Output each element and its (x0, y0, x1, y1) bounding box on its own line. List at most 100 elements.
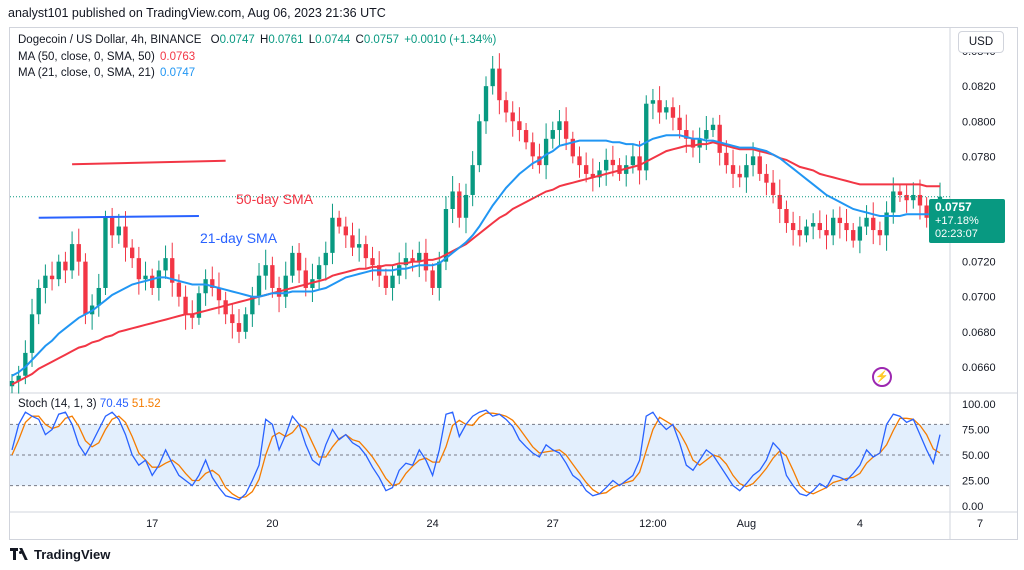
candle-body (764, 173, 769, 183)
candle-body (256, 275, 262, 297)
time-tick-label-0: 17 (146, 518, 158, 530)
candle-body (597, 170, 602, 178)
candle-body (417, 252, 422, 262)
candle-body (330, 217, 335, 253)
candle-body (116, 226, 121, 236)
candle-body (770, 182, 776, 195)
candle-body (230, 314, 235, 324)
candle-body (403, 258, 409, 266)
candle-body (250, 296, 255, 315)
stoch-tick-label-3: 25.00 (962, 476, 990, 488)
candle-body (877, 230, 883, 236)
candle-body (750, 156, 756, 166)
candle-body (423, 252, 429, 271)
candle-body (390, 275, 395, 288)
candle-body (150, 275, 155, 288)
candle-body (130, 247, 135, 259)
stoch-d-line (11, 412, 941, 499)
candle-body (604, 159, 609, 171)
candle-body (924, 205, 929, 218)
candle-body (563, 121, 569, 139)
candle-body (283, 275, 288, 297)
candle-body (29, 314, 35, 353)
candle-body (837, 217, 843, 224)
candle-body (864, 217, 869, 227)
ma21-label: MA (21, close, 0, SMA, 21) (18, 67, 155, 79)
candle-body (737, 173, 742, 178)
price-tick-label-5: 0.0700 (962, 292, 996, 304)
candle-body (323, 252, 328, 266)
candle-body (69, 244, 75, 271)
candle-body (790, 223, 796, 231)
candle-body (523, 130, 529, 143)
stoch-k-value: 70.45 (99, 398, 129, 410)
candle-body (363, 244, 369, 259)
price-tick-label-3: 0.0780 (962, 151, 996, 163)
publish-header: analyst101 published on TradingView.com,… (8, 6, 386, 20)
candle-body (583, 165, 589, 174)
candle-body (717, 124, 722, 153)
candle-body (904, 194, 909, 201)
ma50-legend: MA (50, close, 0, SMA, 50) 0.0763 (18, 51, 197, 63)
candle-body (443, 209, 449, 262)
candle-body (49, 275, 55, 280)
brand-logo[interactable]: TradingView (10, 545, 110, 563)
time-tick-label-1: 20 (266, 518, 278, 530)
candle-body (343, 226, 348, 236)
candle-body (23, 352, 28, 376)
high-value: 0.0761 (268, 34, 304, 46)
open-label: O (210, 34, 220, 46)
candle-body (356, 244, 362, 248)
candle-body (804, 226, 809, 236)
stoch-tick-label-1: 75.00 (962, 425, 990, 437)
candle-body (677, 117, 682, 131)
candle-body (884, 212, 889, 236)
candle-body (477, 121, 482, 166)
price-tick-label-2: 0.0800 (962, 116, 996, 128)
candle-body (383, 275, 389, 288)
candle-body (463, 194, 469, 218)
candle-body (657, 100, 662, 113)
last-price-badge: 0.0757 +17.18% 02:23:07 (929, 199, 1005, 243)
candle-body (710, 124, 716, 131)
price-tick-label-1: 0.0820 (962, 81, 996, 93)
candle-body (851, 230, 856, 241)
candle-body (844, 223, 849, 231)
lightning-icon[interactable]: ⚡ (872, 367, 892, 387)
candle-body (857, 226, 863, 241)
candle-body (83, 261, 88, 315)
candle-body (517, 121, 522, 131)
candle-body (684, 130, 689, 139)
candle-body (56, 261, 61, 280)
candle-body (123, 226, 128, 248)
candle-body (236, 323, 242, 332)
candle-body (610, 159, 616, 166)
price-tick-label-7: 0.0660 (962, 362, 996, 374)
candle-body (510, 112, 515, 122)
candle-body (336, 217, 342, 227)
currency-button[interactable]: USD (958, 31, 1004, 53)
candle-body (136, 258, 142, 280)
annotation-line-1 (38, 215, 199, 219)
candle-body (437, 261, 442, 288)
candle-body (457, 191, 462, 218)
candle-body (350, 235, 355, 248)
candle-body (243, 314, 248, 332)
last-price: 0.0757 (935, 200, 972, 214)
candle-body (690, 138, 696, 148)
candle-body (590, 173, 596, 178)
candle-body (570, 138, 575, 157)
candle-body (644, 103, 649, 171)
stoch-k-line (11, 409, 941, 501)
change-value: +0.0010 (+1.34%) (404, 34, 497, 46)
candle-body (730, 165, 736, 174)
candle-body (577, 156, 582, 166)
candle-body (704, 130, 709, 139)
candle-body (316, 265, 322, 280)
ma21-line (11, 134, 940, 377)
candle-body (784, 209, 789, 224)
candle-body (550, 130, 555, 139)
candle-body (163, 258, 168, 271)
candle-body (490, 68, 495, 87)
